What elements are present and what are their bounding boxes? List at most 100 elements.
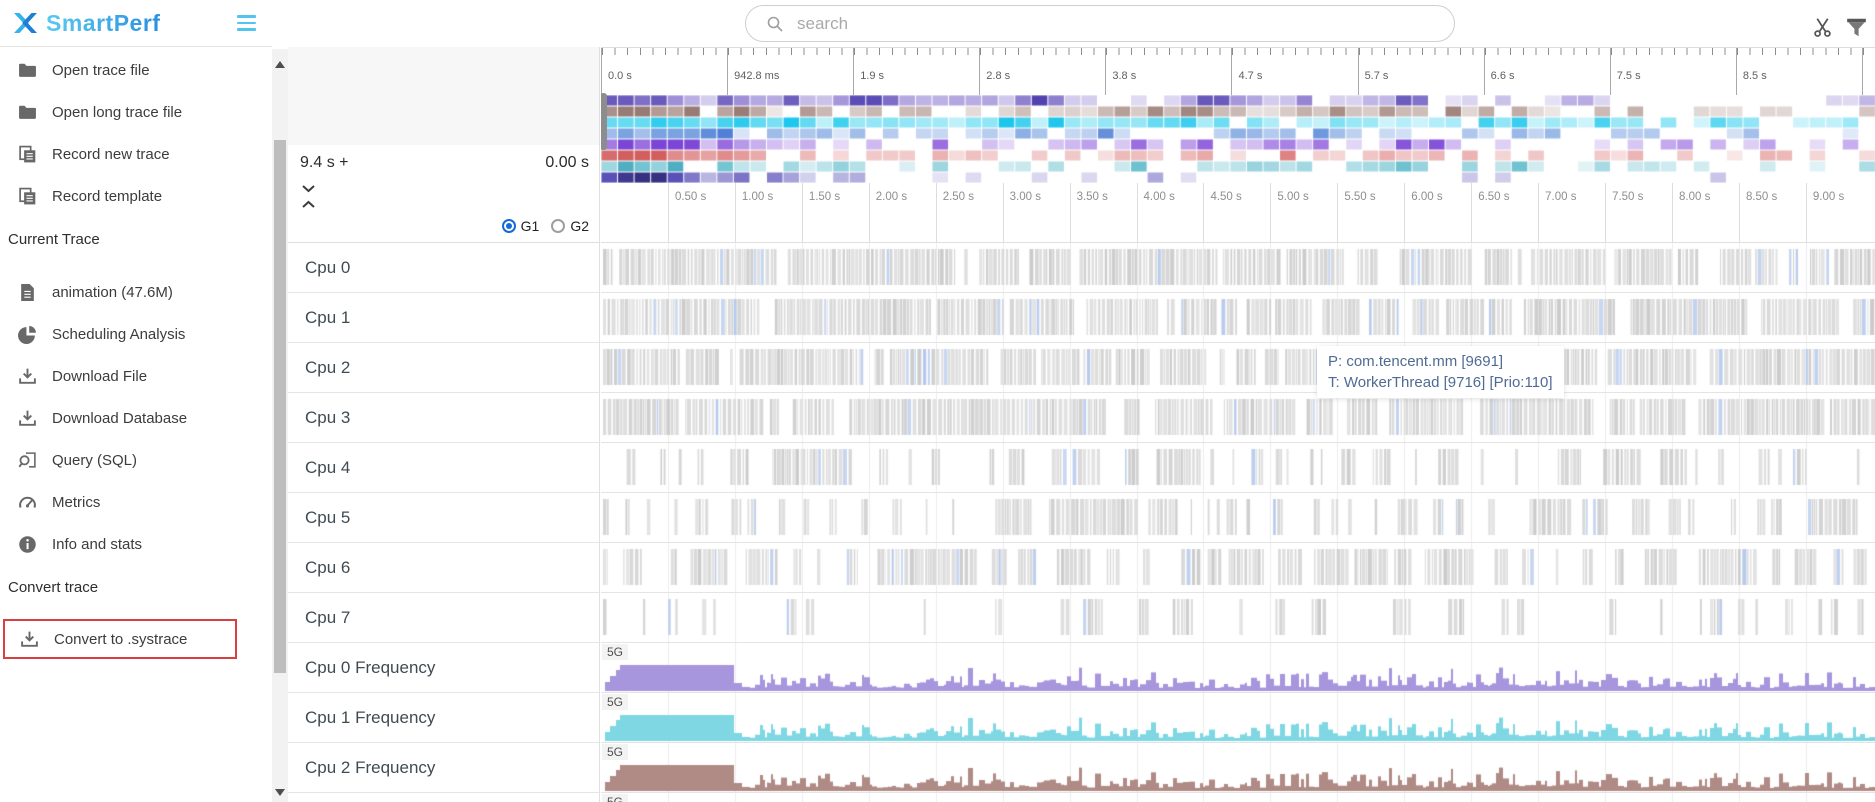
axis-tick-label: 4.50 s — [1203, 183, 1270, 242]
radio-circle-icon — [551, 219, 566, 233]
sidebar-item-record-new-trace[interactable]: Record new trace — [0, 133, 272, 175]
track-canvas[interactable] — [601, 493, 1875, 542]
axis-tick-label: 7.00 s — [1538, 183, 1605, 242]
row-label-cpu-0[interactable]: Cpu 0 — [288, 243, 599, 293]
axis-tick-label: 6.50 s — [1471, 183, 1538, 242]
track-cpu-0-frequency: 5G — [601, 643, 1875, 693]
track-canvas[interactable] — [601, 593, 1875, 642]
sidebar-item-label: Record new trace — [52, 145, 170, 163]
track-canvas[interactable] — [601, 293, 1875, 342]
track-rows: 5G 5G 5G 5G — [601, 243, 1875, 802]
sidebar-item-label: Scheduling Analysis — [52, 325, 186, 343]
chevron-down-icon[interactable] — [301, 184, 316, 193]
sidebar-item-label: Metrics — [52, 493, 101, 511]
row-label-cpu-1[interactable]: Cpu 1 — [288, 293, 599, 343]
sidebar-item-record-template[interactable]: Record template — [0, 175, 272, 217]
sidebar-item-open-long-trace-file[interactable]: Open long trace file — [0, 91, 272, 133]
cut-scissors-icon[interactable] — [1812, 17, 1833, 43]
folder-icon — [18, 103, 37, 122]
sidebar-item-convert-to-systrace[interactable]: Convert to .systrace — [3, 619, 237, 659]
track-cpu-4 — [601, 443, 1875, 493]
axis-tick-label: 7.50 s — [1605, 183, 1672, 242]
row-label-cpu-7[interactable]: Cpu 7 — [288, 593, 599, 643]
axis-tick-label: 2.50 s — [935, 183, 1003, 242]
sidebar-item-label: animation (47.6M) — [52, 283, 173, 301]
axis-tick-label: 1.50 s — [801, 183, 869, 242]
track-partial-row: 5G — [601, 793, 1875, 802]
ruler-tick: 6.6 s — [1483, 48, 1610, 95]
row-label-cpu-2[interactable]: Cpu 2 — [288, 343, 599, 393]
timeline-area: 0.0 s 942.8 ms 1.9 s 2.8 s 3.8 s 4.7 s 5.7 s 6.… — [601, 47, 1875, 802]
radio-g1[interactable]: G1 — [501, 218, 539, 234]
row-label-cpu-3[interactable]: Cpu 3 — [288, 393, 599, 443]
sidebar-item-label: Open long trace file — [52, 103, 183, 121]
sidebar-menu: Open trace file Open long trace file Recor… — [0, 47, 272, 659]
axis-tick-label: 5.00 s — [1270, 183, 1337, 242]
radio-g2[interactable]: G2 — [551, 218, 589, 234]
search-bar[interactable] — [745, 5, 1455, 42]
track-canvas[interactable] — [601, 243, 1875, 292]
track-cpu-1-frequency: 5G — [601, 693, 1875, 743]
track-canvas[interactable] — [601, 543, 1875, 592]
row-label-cpu-2-frequency[interactable]: Cpu 2 Frequency — [288, 743, 599, 793]
sidebar-item-label: Download File — [52, 367, 148, 385]
hamburger-menu-icon[interactable] — [233, 11, 260, 35]
sidebar-item-animation-47-6m-[interactable]: animation (47.6M) — [0, 271, 272, 313]
overview-minimap[interactable] — [601, 93, 1875, 183]
section-header-convert-trace: Convert trace — [8, 578, 99, 596]
ruler-tick: 1.9 s — [853, 48, 980, 95]
sidebar-item-query-sql-[interactable]: Query (SQL) — [0, 439, 272, 481]
search-input[interactable] — [795, 12, 1399, 35]
range-drag-handle[interactable] — [601, 93, 607, 150]
filter-funnel-icon[interactable] — [1846, 17, 1867, 43]
row-label-cpu-1-frequency[interactable]: Cpu 1 Frequency — [288, 693, 599, 743]
track-canvas[interactable] — [601, 793, 1875, 802]
row-label-cpu-5[interactable]: Cpu 5 — [288, 493, 599, 543]
track-canvas[interactable] — [601, 643, 1875, 692]
sidebar-item-scheduling-analysis[interactable]: Scheduling Analysis — [0, 313, 272, 355]
track-canvas[interactable] — [601, 693, 1875, 742]
track-cpu-5 — [601, 493, 1875, 543]
group-radio-buttons: G1 G2 — [501, 218, 589, 234]
track-cpu-6 — [601, 543, 1875, 593]
ruler-tick: 0.0 s — [601, 48, 728, 95]
sidebar-scrollbar[interactable] — [272, 49, 288, 802]
download-icon — [18, 409, 37, 428]
axis-tick-label: 3.00 s — [1002, 183, 1070, 242]
row-label-cpu-4[interactable]: Cpu 4 — [288, 443, 599, 493]
axis-tick-label: 0.50 s — [667, 183, 735, 242]
ruler-tick: 942.8 ms — [727, 48, 854, 95]
tooltip-thread-line: T: WorkerThread [9716] [Prio:110] — [1328, 374, 1553, 391]
sidebar-item-open-trace-file[interactable]: Open trace file — [0, 49, 272, 91]
track-canvas[interactable] — [601, 343, 1875, 392]
sidebar-item-label: Download Database — [52, 409, 188, 427]
track-label-panel: 9.4 s + 0.00 s G1 G2 Cpu 0 Cpu 1 Cpu 2 Cpu 3… — [288, 47, 600, 802]
chevron-up-icon[interactable] — [301, 200, 316, 209]
track-canvas[interactable] — [601, 743, 1875, 792]
sidebar-item-download-database[interactable]: Download Database — [0, 397, 272, 439]
track-canvas[interactable] — [601, 393, 1875, 442]
record-icon — [18, 145, 37, 164]
row-label-cpu-6[interactable]: Cpu 6 — [288, 543, 599, 593]
scroll-up-arrow-icon[interactable] — [275, 61, 285, 68]
track-cpu-2 — [601, 343, 1875, 393]
scroll-down-arrow-icon[interactable] — [275, 789, 285, 796]
scrollbar-thumb[interactable] — [274, 140, 286, 673]
sidebar-item-metrics[interactable]: Metrics — [0, 481, 272, 523]
axis-tick-label: 8.00 s — [1672, 183, 1739, 242]
metrics-icon — [18, 493, 37, 512]
sidebar-item-download-file[interactable]: Download File — [0, 355, 272, 397]
time-range-header: 9.4 s + 0.00 s G1 G2 — [288, 145, 599, 243]
row-label-cpu-0-frequency[interactable]: Cpu 0 Frequency — [288, 643, 599, 693]
axis-tick-label: 4.00 s — [1136, 183, 1204, 242]
frequency-scale-badge: 5G — [602, 644, 629, 660]
axis-tick-label: 6.00 s — [1404, 183, 1471, 242]
sidebar-item-info-and-stats[interactable]: Info and stats — [0, 523, 272, 565]
ruler-tick: 3.8 s — [1105, 48, 1232, 95]
track-canvas[interactable] — [601, 443, 1875, 492]
pie-icon — [18, 325, 37, 344]
download-icon — [20, 630, 39, 649]
ruler-tick: 5.7 s — [1357, 48, 1484, 95]
ruler-tick: 2.8 s — [979, 48, 1106, 95]
sidebar-item-label: Record template — [52, 187, 163, 205]
